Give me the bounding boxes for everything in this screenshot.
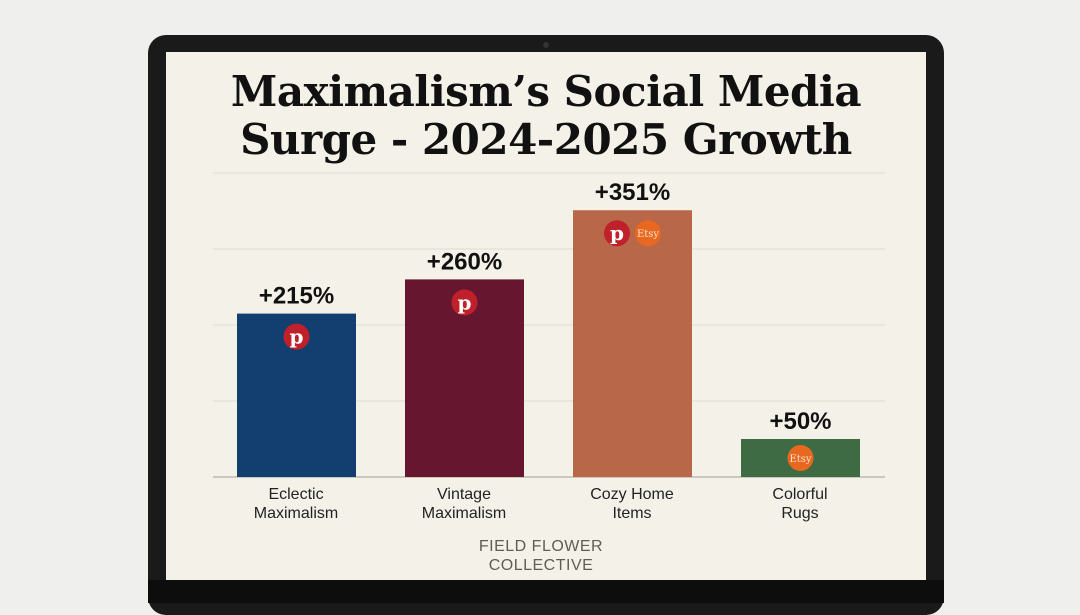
etsy-label: Etsy xyxy=(789,454,811,465)
laptop-base xyxy=(148,580,944,603)
chart-title: Maximalism’s Social Media Surge - 2024-2… xyxy=(166,68,926,164)
category-label: Colorful Rugs xyxy=(772,486,828,522)
data-label: +351% xyxy=(595,179,670,206)
title-line-2: Surge - 2024-2025 Growth xyxy=(240,115,852,164)
bar xyxy=(573,210,692,478)
category-label: Vintage Maximalism xyxy=(421,486,507,522)
category-label: Eclectic Maximalism xyxy=(253,486,339,522)
pinterest-glyph: p xyxy=(610,221,624,245)
etsy-icon xyxy=(787,445,814,471)
pinterest-glyph: p xyxy=(290,325,304,349)
data-label: +50% xyxy=(769,408,831,435)
etsy-label: Etsy xyxy=(637,229,659,240)
brand-logo: FIELD FLOWER COLLECTIVE xyxy=(478,538,604,574)
data-label: +260% xyxy=(427,248,502,275)
category-label: Cozy Home Items xyxy=(590,486,674,522)
pinterest-icon xyxy=(451,289,478,316)
title-line-1: Maximalism’s Social Media xyxy=(230,67,862,116)
pinterest-icon xyxy=(283,323,310,350)
webcam xyxy=(543,42,549,48)
pinterest-glyph: p xyxy=(458,290,472,314)
etsy-icon xyxy=(635,220,661,247)
data-label: +215% xyxy=(259,283,334,310)
pinterest-icon xyxy=(604,220,630,247)
